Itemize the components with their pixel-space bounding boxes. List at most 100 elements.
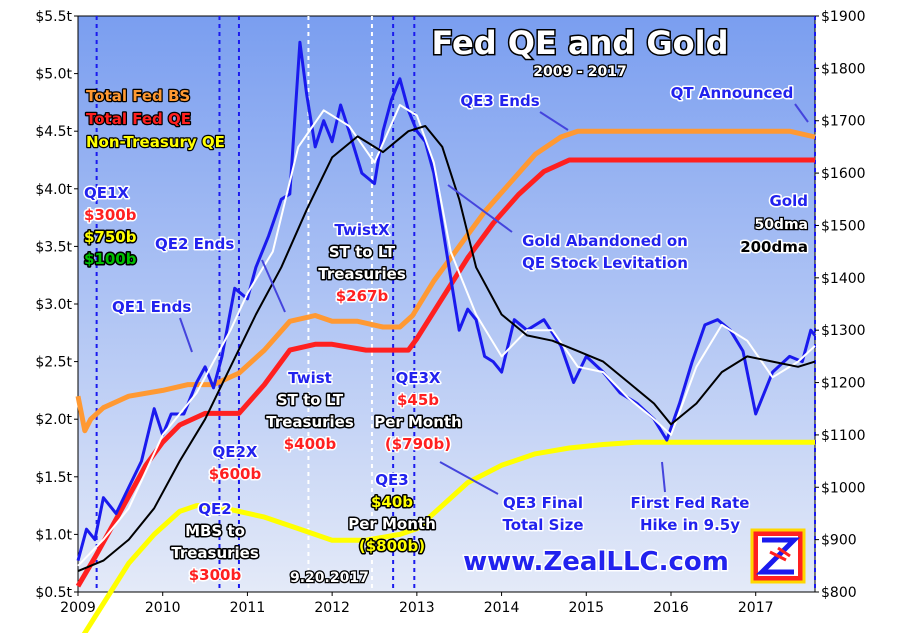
annotation-qe1x: QE1X $300b $750b $100b <box>83 183 139 270</box>
qe2-amount: $300b <box>189 566 242 584</box>
x-tick-label-1: 2010 <box>145 600 181 616</box>
gold-abandoned-arrow <box>447 184 513 233</box>
qe3-final-arrow <box>439 461 499 495</box>
right-tick-label-7: $1500 <box>821 218 866 234</box>
left-tick-label-0: $0.5t <box>35 585 72 601</box>
left-tick-label-4: $2.5t <box>35 355 72 371</box>
x-tick-label-5: 2014 <box>484 600 520 616</box>
qe2-ends-label: QE2 Ends <box>155 235 234 253</box>
date-stamp: 9.20.2017 <box>290 570 369 586</box>
gold-abandoned-line1: Gold Abandoned on <box>522 232 688 250</box>
series-layer <box>75 40 817 637</box>
twistx-amount: $267b <box>336 287 389 305</box>
qe3x-label: QE3X <box>396 369 441 387</box>
left-tick-label-2: $1.5t <box>35 470 72 486</box>
twistx-line-st: ST to LT <box>329 243 396 261</box>
qt-announced-label: QT Announced <box>671 84 794 102</box>
annotation-gold-abandoned: Gold Abandoned on QE Stock Levitation <box>447 184 689 274</box>
qe1x-qe: $300b <box>84 206 137 224</box>
qe3-final-line2: Total Size <box>502 516 583 534</box>
qe3-ends-label: QE3 Ends <box>460 92 539 110</box>
plot-area <box>77 15 816 593</box>
x-tick-label-2: 2011 <box>230 600 266 616</box>
right-tick-label-4: $1200 <box>821 376 866 392</box>
left-tick-label-6: $3.5t <box>35 239 72 255</box>
qt-announced-arrow <box>794 103 809 123</box>
series-gold <box>76 40 817 561</box>
chart-title: Fed QE and Gold <box>431 24 728 62</box>
annotation-twistx: TwistX ST to LT Treasuries $267b <box>317 220 408 307</box>
qe3-label: QE3 <box>375 471 408 489</box>
annotation-qe3x: QE3X $45b Per Month ($790b) <box>373 368 464 455</box>
qe1-ends-label: QE1 Ends <box>112 298 191 316</box>
series-total-fed-qe <box>75 157 815 588</box>
qe2x-label: QE2X <box>213 443 258 461</box>
rate-hike-line2: Hike in 9.5y <box>640 516 740 534</box>
event-lines <box>95 16 816 592</box>
right-tick-label-8: $1600 <box>821 166 866 182</box>
twist-label: Twist <box>288 369 332 387</box>
qe2-label: QE2 <box>198 500 231 518</box>
gold-legend-gold: Gold <box>770 192 809 210</box>
qe1x-bs: $750b <box>84 228 137 246</box>
annotation-qe2x: QE2X $600b <box>207 442 263 485</box>
left-tick-label-3: $2.0t <box>35 412 72 428</box>
annotation-qe3-final: QE3 Final Total Size <box>439 461 585 536</box>
rate-hike-arrow <box>661 461 666 493</box>
right-tick-label-11: $1900 <box>821 9 866 25</box>
x-tick-label-0: 2009 <box>60 600 96 616</box>
legend-total-fed-bs: Total Fed BS <box>86 87 190 105</box>
qe3x-amount: $45b <box>397 391 439 409</box>
right-tick-label-6: $1400 <box>821 271 866 287</box>
annotation-qe3-ends: QE3 Ends <box>459 91 569 131</box>
qe3x-total: ($790b) <box>385 435 451 453</box>
x-tick-label-7: 2016 <box>653 600 689 616</box>
right-tick-label-10: $1800 <box>821 61 866 77</box>
qe3-amount: $40b <box>371 493 413 511</box>
x-tick-label-8: 2017 <box>738 600 774 616</box>
series-200dma <box>77 125 816 573</box>
axis-layer: $0.5t $1.0t $1.5t $2.0t $2.5t $3.0t $3.5t $4.0t… <box>35 9 865 616</box>
rate-hike-line1: First Fed Rate <box>631 494 750 512</box>
twist-line-st: ST to LT <box>277 391 344 409</box>
left-tick-label-10: $5.5t <box>35 9 72 25</box>
right-tick-label-0: $800 <box>821 585 857 601</box>
series-non-treasury-qe <box>79 439 815 637</box>
legend: Total Fed BS Total Fed QE Non-Treasury Q… <box>85 86 226 153</box>
zeal-logo <box>750 528 806 584</box>
twistx-line-treasuries: Treasuries <box>318 265 406 283</box>
right-tick-label-2: $1000 <box>821 480 866 496</box>
gold-legend-200dma: 200dma <box>740 238 808 256</box>
right-tick-label-3: $1100 <box>821 428 866 444</box>
legend-total-fed-qe: Total Fed QE <box>86 110 191 128</box>
qe3-ends-arrow <box>539 111 569 131</box>
annotation-qe3: QE3 $40b Per Month ($800b) <box>347 470 438 557</box>
qe2-line-treasuries: Treasuries <box>171 544 259 562</box>
chart-subtitle: 2009 - 2017 <box>533 64 627 80</box>
annotation-first-rate-hike: First Fed Rate Hike in 9.5y <box>629 461 751 536</box>
left-tick-label-1: $1.0t <box>35 527 72 543</box>
annotation-qt-announced: QT Announced <box>669 83 809 123</box>
gold-abandoned-line2: QE Stock Levitation <box>522 254 688 272</box>
left-tick-label-8: $4.5t <box>35 124 72 140</box>
twist-line-treasuries: Treasuries <box>266 413 354 431</box>
right-tick-label-5: $1300 <box>821 323 866 339</box>
qe1-ends-arrow <box>179 317 193 353</box>
left-tick-label-7: $4.0t <box>35 182 72 198</box>
twistx-label: TwistX <box>334 221 390 239</box>
annotation-twist: Twist ST to LT Treasuries $400b <box>265 368 356 455</box>
annotation-qe1-ends: QE1 Ends <box>111 297 193 353</box>
twist-amount: $400b <box>284 435 337 453</box>
right-tick-label-1: $900 <box>821 533 857 549</box>
gold-legend-50dma: 50dma <box>754 217 808 233</box>
left-tick-label-5: $3.0t <box>35 297 72 313</box>
left-tick-label-9: $5.0t <box>35 67 72 83</box>
x-tick-label-4: 2013 <box>399 600 435 616</box>
qe2-ends-arrow <box>261 259 286 313</box>
annotation-qe2: QE2 MBS to Treasuries $300b <box>170 499 261 586</box>
right-tick-label-9: $1700 <box>821 114 866 130</box>
series-total-fed-bs <box>75 128 816 434</box>
qe2-line-mbs: MBS to <box>185 522 245 540</box>
